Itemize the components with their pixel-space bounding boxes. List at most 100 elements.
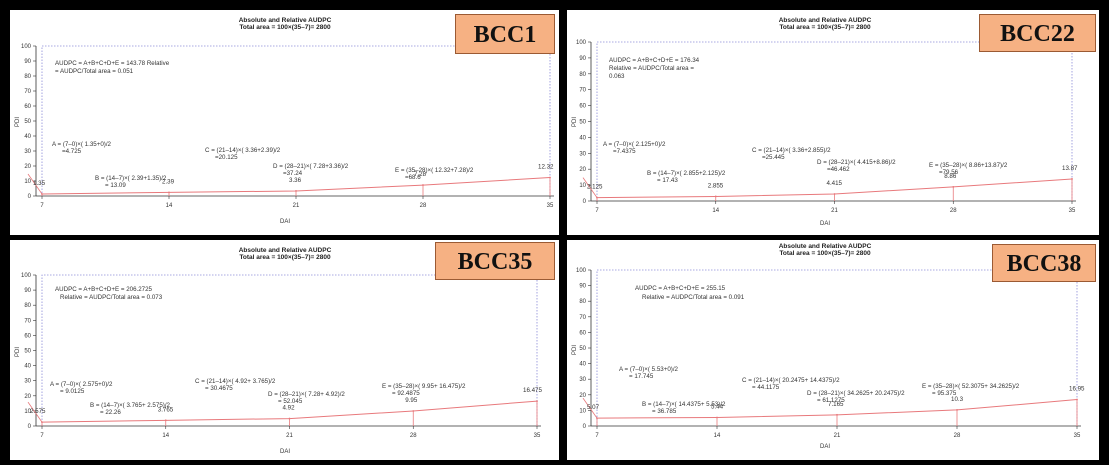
data-value-label: 7.165 [828, 401, 844, 408]
y-tick-label: 30 [579, 377, 586, 383]
y-tick-label: 0 [28, 194, 32, 200]
y-tick-label: 20 [24, 394, 31, 400]
audpc-summary: 0.063 [609, 73, 625, 80]
total-area-boundary [41, 45, 551, 196]
chart-title: Absolute and Relative AUDPC [779, 17, 872, 24]
x-tick-label: 28 [954, 433, 961, 439]
segment-annotation-result: =4.725 [62, 148, 82, 155]
segment-annotation: A = (7–0)×( 2.125+0)/2 [603, 141, 666, 148]
data-point [596, 196, 598, 199]
y-tick-label: 30 [24, 379, 31, 385]
x-tick-label: 7 [40, 203, 44, 209]
data-value-label: 16.475 [523, 387, 542, 394]
y-tick-label: 20 [24, 164, 31, 170]
segment-annotation-result: = 17.43 [657, 177, 678, 184]
y-tick-label: 70 [24, 89, 31, 95]
audpc-summary: AUDPC = A+B+C+D+E = 176.34 [609, 57, 700, 64]
y-tick-label: 50 [579, 346, 586, 352]
data-point [41, 421, 43, 424]
y-tick-label: 100 [21, 44, 32, 50]
data-point [836, 413, 838, 416]
x-axis-label: DAI [820, 221, 830, 227]
y-tick-label: 60 [579, 330, 586, 336]
data-point [833, 193, 836, 195]
x-tick-label: 14 [166, 203, 173, 209]
segment-annotation-result: =20.125 [215, 154, 238, 161]
y-tick-label: 90 [579, 56, 586, 62]
y-tick-label: 50 [579, 120, 586, 126]
segment-annotation: C = (21–14)×( 4.92+ 3.765)/2 [195, 378, 276, 385]
data-point [412, 410, 415, 412]
y-tick-label: 50 [24, 349, 31, 355]
y-tick-label: 20 [579, 167, 586, 173]
x-tick-label: 28 [420, 203, 427, 209]
chart-panel-bcc35: Absolute and Relative AUDPC Total area = … [10, 240, 559, 460]
chart-panel-bcc22: Absolute and Relative AUDPC Total area = … [567, 10, 1099, 235]
panel-badge-bcc38: BCC38 [992, 244, 1096, 282]
data-value-label: 7.28 [414, 171, 427, 178]
audpc-summary: AUDPC = A+B+C+D+E = 206.2725 [55, 286, 153, 293]
y-tick-label: 60 [24, 104, 31, 110]
segment-annotation: D = (28–21)×( 7.28+3.36)/2 [273, 163, 349, 170]
audpc-summary: Relative = AUDPC/Total area = [609, 65, 694, 72]
y-tick-label: 100 [576, 268, 587, 274]
data-point [295, 190, 297, 192]
data-value-label: 9.95 [405, 397, 418, 404]
segment-annotation-result: = 9.0125 [60, 388, 85, 395]
segment-annotation: E = (35–28)×( 9.95+ 16.475)/2 [382, 383, 466, 390]
y-axis-label: PDI [15, 347, 21, 357]
data-point [41, 193, 43, 195]
data-point [422, 184, 424, 186]
chart-title: Absolute and Relative AUDPC [239, 247, 332, 254]
x-tick-label: 21 [831, 208, 838, 214]
segment-annotation-result: = 30.4675 [205, 385, 233, 392]
data-value-label: 3.36 [289, 177, 302, 184]
y-tick-label: 90 [579, 284, 586, 290]
chart-subtitle: Total area = 100×(35–7)= 2800 [779, 24, 871, 31]
y-axis-label: PDI [15, 117, 21, 127]
x-tick-label: 14 [712, 208, 719, 214]
data-point [549, 176, 551, 179]
y-tick-label: 60 [579, 104, 586, 110]
panel-badge-bcc1: BCC1 [455, 14, 555, 54]
data-value-label: 5.44 [711, 404, 724, 411]
audpc-summary: Relative = AUDPC/Total area = 0.091 [642, 294, 745, 301]
panel-badge-bcc35: BCC35 [435, 242, 555, 280]
data-point [164, 419, 167, 422]
y-tick-label: 40 [579, 135, 586, 141]
x-tick-label: 7 [595, 208, 599, 214]
chart-subtitle: Total area = 100×(35–7)= 2800 [239, 254, 331, 261]
y-tick-label: 90 [24, 288, 31, 294]
x-tick-label: 35 [547, 203, 554, 209]
y-tick-label: 10 [24, 409, 31, 415]
segment-annotation-result: =68.6 [405, 174, 421, 181]
segment-annotation-result: = 44.1175 [752, 384, 780, 391]
y-tick-label: 40 [579, 362, 586, 368]
segment-annotation: B = (14–7)×( 3.765+ 2.575)/2 [90, 402, 171, 409]
data-value-label: 3.765 [158, 406, 174, 413]
x-axis-label: DAI [280, 449, 290, 455]
x-tick-label: 35 [1069, 208, 1076, 214]
y-tick-label: 0 [28, 424, 32, 430]
segment-annotation-result: =7.4375 [613, 148, 636, 155]
y-tick-label: 10 [579, 183, 586, 189]
y-tick-label: 30 [579, 151, 586, 157]
chart-panel-bcc38: Absolute and Relative AUDPC Total area = … [567, 240, 1099, 460]
y-tick-label: 10 [24, 179, 31, 185]
y-tick-label: 60 [24, 333, 31, 339]
data-value-label: 2.39 [162, 178, 175, 185]
segment-annotation-result: = 61.1275 [817, 397, 845, 404]
data-value-label: 10.3 [951, 396, 964, 403]
data-point [956, 409, 958, 411]
segment-annotation: B = (14–7)×( 14.4375+ 5.53)/2 [642, 401, 726, 408]
segment-annotation: E = (35–28)×( 8.86+13.87)/2 [929, 162, 1008, 169]
data-point [1076, 398, 1078, 401]
chart-title: Absolute and Relative AUDPC [239, 17, 332, 24]
segment-annotation: B = (14–7)×( 2.855+2.125)/2 [647, 170, 726, 177]
data-point [168, 191, 170, 194]
y-tick-label: 70 [579, 88, 586, 94]
y-tick-label: 10 [579, 408, 586, 414]
curve-lead-segment [27, 173, 43, 195]
